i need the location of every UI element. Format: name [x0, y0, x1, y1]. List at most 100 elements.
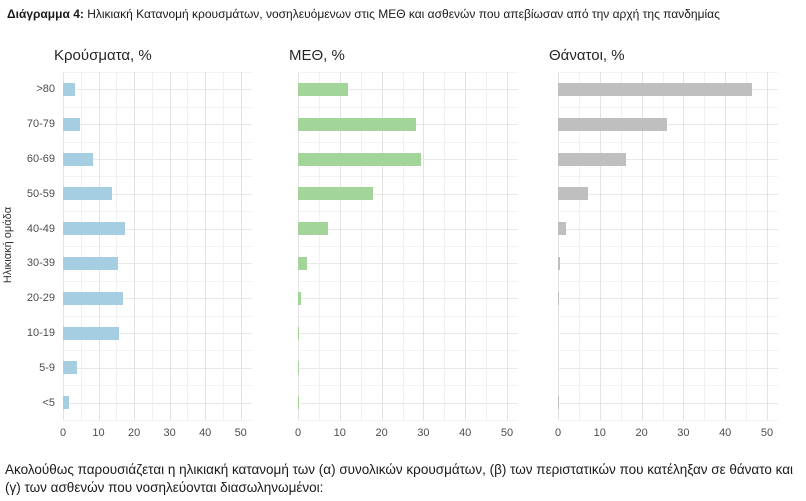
- bar-60-69: [298, 152, 422, 166]
- gridline-h-major: [298, 298, 518, 300]
- gridline-h-minor: [63, 315, 252, 317]
- gridline-h-major: [298, 228, 518, 230]
- gridline-h-minor: [63, 72, 252, 73]
- gridline-h-major: [63, 124, 252, 126]
- gridline-h-minor: [63, 350, 252, 352]
- gridline-h-major: [558, 159, 778, 160]
- gridline-v-minor: [116, 72, 118, 420]
- gridline-h-minor: [298, 350, 518, 352]
- x-tick-label: 50: [500, 427, 514, 439]
- bar-60-69: [63, 152, 93, 166]
- x-tick-label: 40: [719, 427, 732, 439]
- gridline-h-minor: [63, 141, 252, 143]
- gridline-h-minor: [298, 72, 518, 73]
- gridline-h-minor: [63, 211, 252, 213]
- bar-50-59: [298, 187, 373, 201]
- gridline-h-major: [63, 298, 252, 300]
- gridline-h-minor: [298, 106, 518, 108]
- bar-50-59: [63, 187, 112, 201]
- figure-caption-text: Ηλικιακή Κατανομή κρουσμάτων, νοσηλευόμε…: [83, 7, 720, 21]
- gridline-h-minor: [298, 315, 518, 317]
- gridline-h-major: [63, 333, 252, 334]
- gridline-v-minor: [662, 72, 664, 420]
- plot-area-cases: 0 10 20 30 40 50: [60, 72, 252, 439]
- x-tick-label: 10: [333, 427, 346, 439]
- gridline-h-minor: [558, 72, 778, 73]
- gridline-v-minor: [704, 72, 706, 420]
- gridline-v-minor: [402, 72, 404, 420]
- gridline-v-minor: [222, 72, 224, 420]
- gridline-h-major: [63, 228, 252, 230]
- gridline-h-major: [558, 298, 778, 300]
- gridline-v-major: [339, 72, 341, 420]
- gridline-h-major: [558, 124, 778, 126]
- gridline-h-minor: [558, 420, 778, 421]
- gridline-h-major: [63, 367, 252, 369]
- bar-70-79: [558, 117, 668, 131]
- bar->80: [63, 82, 76, 96]
- gridline-v-major: [507, 72, 508, 420]
- gridline-v-major: [725, 72, 727, 420]
- gridline-v-major: [683, 72, 685, 420]
- bar-5-9: [63, 361, 78, 375]
- gridline-h-minor: [558, 106, 778, 108]
- gridline-h-major: [558, 402, 778, 404]
- gridline-v-minor: [187, 72, 189, 420]
- gridline-h-major: [558, 367, 778, 369]
- bar-30-39: [558, 256, 561, 270]
- y-tick-label-30-39: 30-39: [26, 257, 55, 270]
- y-tick-label-<5: <5: [42, 396, 55, 409]
- gridline-v-major: [98, 72, 100, 420]
- bar-40-49: [63, 222, 125, 236]
- gridline-v-major: [599, 72, 601, 420]
- gridline-h-minor: [63, 246, 252, 247]
- gridline-v-major: [423, 72, 425, 420]
- bar-70-79: [298, 117, 416, 131]
- gridline-h-major: [558, 263, 778, 265]
- bar-70-79: [63, 117, 80, 131]
- gridline-h-major: [63, 402, 252, 404]
- gridline-h-major: [63, 263, 252, 265]
- x-tick-label: 30: [163, 427, 176, 439]
- gridline-h-major: [558, 228, 778, 230]
- x-tick-label: 10: [593, 427, 606, 439]
- gridline-v-major: [558, 72, 559, 420]
- gridline-h-major: [298, 333, 518, 334]
- gridline-v-major: [298, 72, 299, 420]
- y-tick-label-5-9: 5-9: [39, 361, 55, 374]
- gridline-h-minor: [298, 211, 518, 213]
- x-tick-label: 50: [760, 427, 774, 439]
- gridline-h-major: [63, 89, 252, 91]
- y-tick-label->80: >80: [36, 83, 55, 96]
- gridline-h-major: [63, 193, 252, 195]
- bar-10-19: [298, 326, 299, 340]
- y-tick-label-40-49: 40-49: [26, 222, 55, 235]
- x-tick-label: 30: [417, 427, 430, 439]
- gridline-h-minor: [298, 141, 518, 143]
- gridline-v-minor: [360, 72, 362, 420]
- gridline-h-minor: [558, 350, 778, 352]
- gridline-v-major: [169, 72, 171, 420]
- gridline-v-minor: [318, 72, 320, 420]
- y-tick-label-50-59: 50-59: [26, 187, 55, 200]
- bar-40-49: [558, 222, 567, 236]
- gridline-v-minor: [486, 72, 488, 420]
- chart-title-cases: Κρούσματα, %: [54, 47, 152, 64]
- y-axis-title: Ηλικιακή ομάδα: [2, 206, 14, 284]
- gridline-v-major: [465, 72, 467, 420]
- gridline-h-minor: [298, 280, 518, 282]
- bar-40-49: [298, 222, 329, 236]
- gridline-v-minor: [80, 72, 82, 420]
- gridline-v-major: [641, 72, 643, 420]
- gridline-h-major: [558, 333, 778, 334]
- gridline-v-minor: [746, 72, 748, 420]
- bar-10-19: [63, 326, 119, 340]
- gridline-h-major: [298, 193, 518, 195]
- gridline-h-minor: [558, 141, 778, 143]
- bar-<5: [298, 396, 299, 410]
- gridline-h-minor: [558, 211, 778, 213]
- x-tick-label: 20: [375, 427, 388, 439]
- x-tick-label: 0: [294, 427, 302, 439]
- gridline-h-minor: [558, 246, 778, 247]
